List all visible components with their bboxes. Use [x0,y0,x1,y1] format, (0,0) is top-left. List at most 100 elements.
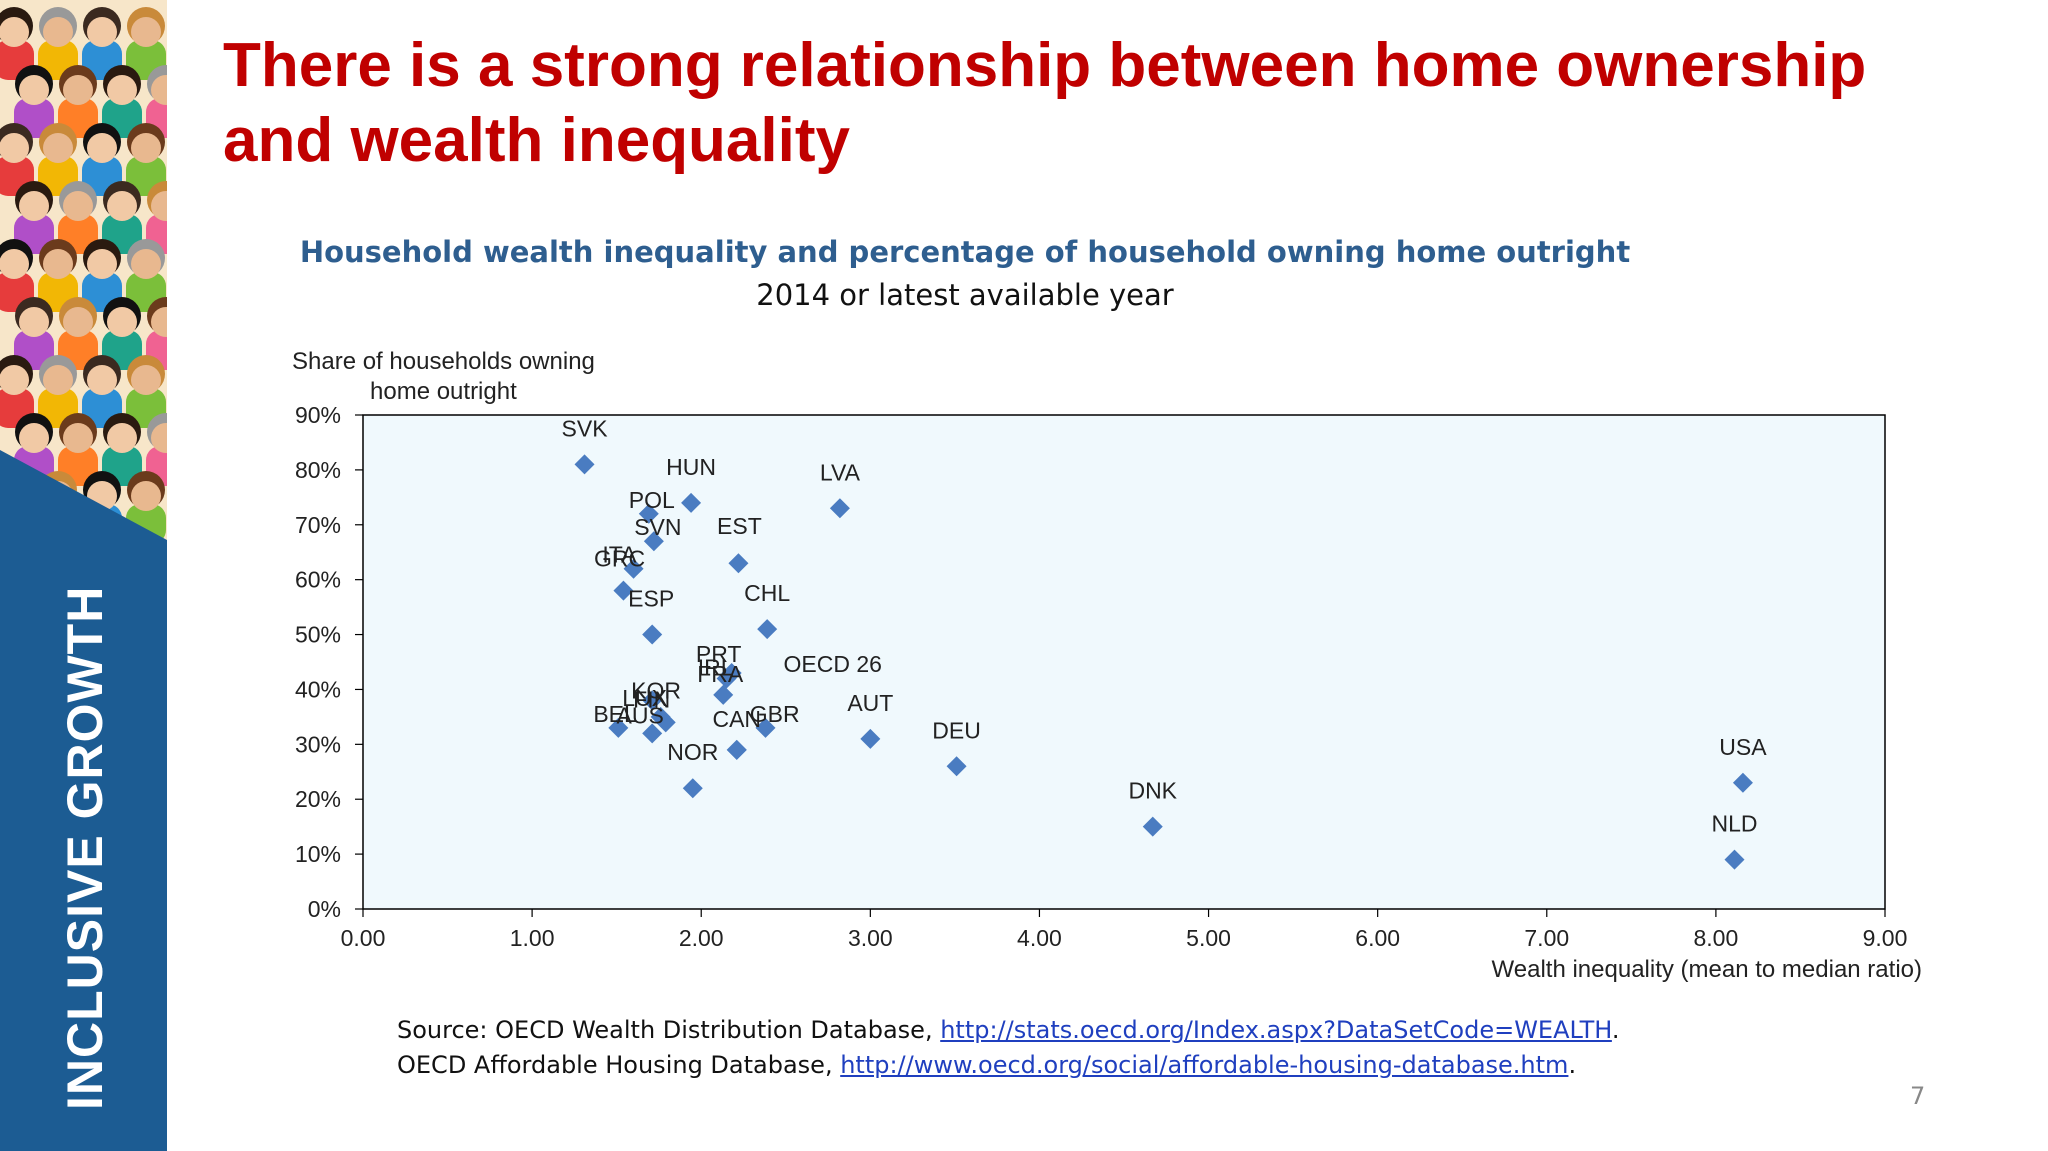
source-2-prefix: OECD Affordable Housing Database, [397,1051,841,1079]
x-tick-label: 3.00 [848,925,893,951]
person-face [19,307,49,337]
point-label-nor: NOR [667,739,718,765]
point-label-ita: ITA [602,542,637,568]
x-tick-label: 7.00 [1524,925,1569,951]
person-face [107,75,137,105]
data-point-nor [682,778,703,799]
housing-database-link[interactable]: http://www.oecd.org/social/affordable-ho… [840,1051,1569,1079]
y-tick-label: 30% [295,731,341,757]
point-label-chl: CHL [744,580,790,606]
data-point-fra [713,684,734,705]
person-face [131,133,161,163]
point-label-oecd-26: OECD 26 [783,651,881,677]
person-face [151,75,167,105]
y-tick-label: 50% [295,622,341,648]
point-label-lva: LVA [820,459,861,485]
x-tick-label: 5.00 [1186,925,1231,951]
point-label-nld: NLD [1711,811,1757,837]
data-point-deu [946,756,967,777]
person-face [131,249,161,279]
point-label-usa: USA [1719,734,1767,760]
data-point-lux [650,706,671,727]
data-point-hun [681,492,702,513]
y-tick-label: 60% [295,567,341,593]
person-face [151,307,167,337]
x-tick-label: 4.00 [1017,925,1062,951]
data-point-dnk [1142,816,1163,837]
page-title: There is a strong relationship between h… [223,31,1867,175]
data-point-bel [608,717,629,738]
person-face [107,191,137,221]
y-tick-label: 10% [295,841,341,867]
sidebar-label: INCLUSIVE GROWTH [57,585,113,1110]
person-face [19,423,49,453]
person-face [43,249,73,279]
data-point-esp [642,624,663,645]
person-face [0,17,29,47]
point-label-lux: LUX [622,685,667,711]
x-tick-label: 0.00 [341,925,386,951]
person-face [0,133,29,163]
data-point-ita [613,580,634,601]
point-label-prt: PRT [696,641,742,667]
person-face [19,191,49,221]
data-point-lva [829,498,850,519]
y-tick-label: 0% [308,896,341,922]
y-tick-label: 20% [295,786,341,812]
point-label-gbr: GBR [750,701,800,727]
point-label-esp: ESP [628,586,674,612]
source-1-end: . [1611,1016,1620,1044]
point-label-irl: IRL [698,654,734,680]
point-label-fra: FRA [697,661,744,687]
point-label-bel: BEL [593,701,637,727]
data-point-can [726,739,747,760]
point-label-can: CAN [712,706,761,732]
data-point-nld [1724,849,1745,870]
data-point-usa [1732,772,1753,793]
y-tick-label: 90% [295,402,341,428]
x-tick-label: 1.00 [510,925,555,951]
person-face [131,17,161,47]
source-note: Source: OECD Wealth Distribution Databas… [397,1013,1620,1083]
data-point-aut [860,728,881,749]
person-face [87,133,117,163]
point-label-hun: HUN [666,454,716,480]
source-line-1: Source: OECD Wealth Distribution Databas… [397,1013,1620,1048]
x-tick-label: 2.00 [679,925,724,951]
point-label-kor: KOR [631,677,681,703]
data-point-est [728,553,749,574]
point-label-deu: DEU [932,717,981,743]
point-label-svn: SVN [634,514,681,540]
source-line-2: OECD Affordable Housing Database, http:/… [397,1048,1620,1083]
person-face [43,133,73,163]
person-face [43,17,73,47]
person-face [151,191,167,221]
person-face [0,249,29,279]
data-point-grc [623,558,644,579]
point-label-pol: POL [629,487,675,513]
person-face [87,249,117,279]
wealth-database-link[interactable]: http://stats.oecd.org/Index.aspx?DataSet… [940,1016,1612,1044]
x-tick-label: 6.00 [1355,925,1400,951]
y-tick-label: 40% [295,676,341,702]
data-point-svn [643,531,664,552]
chart-subtitle: 2014 or latest available year [756,278,1174,312]
data-point-fin [655,712,676,733]
scatter-chart: Share of households owning home outright… [292,348,1922,983]
person-face [63,75,93,105]
x-tick-label: 9.00 [1863,925,1908,951]
point-label-aut: AUT [847,690,893,716]
data-point-chl [757,619,778,640]
y-tick-label: 70% [295,512,341,538]
data-point-irl [716,668,737,689]
source-2-end: . [1568,1051,1577,1079]
crowd-illustration [0,0,167,540]
person-face [131,365,161,395]
data-point-pol [638,503,659,524]
person-face [107,423,137,453]
person-face [87,17,117,47]
person-face [63,307,93,337]
person-face [63,191,93,221]
chart-title: Household wealth inequality and percenta… [299,235,1631,269]
point-label-svk: SVK [562,415,609,441]
